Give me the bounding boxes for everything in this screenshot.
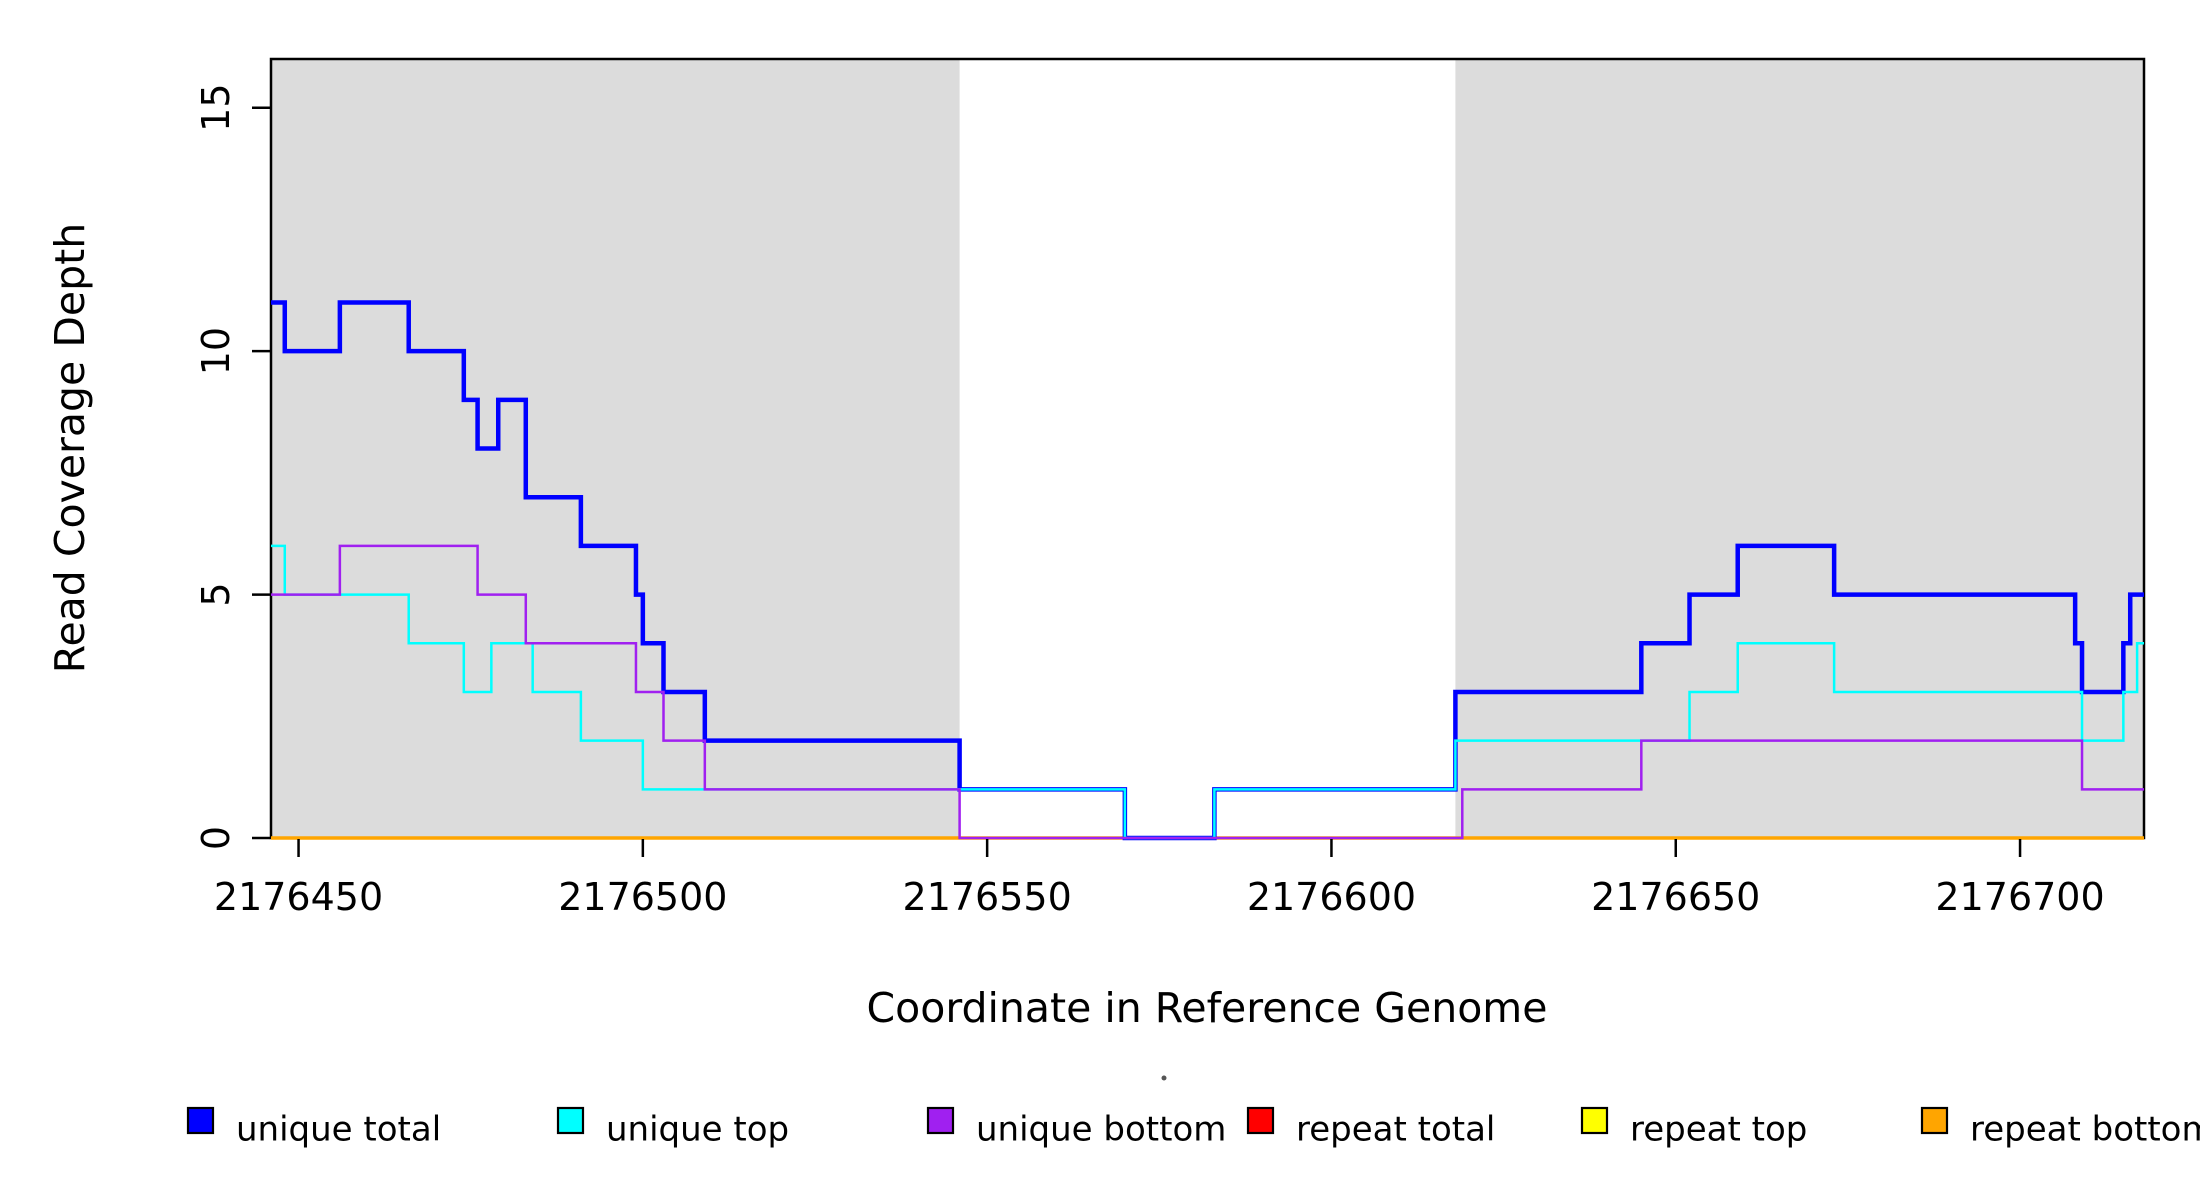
plot-area: 2176450 2176500 2176550 2176600 2176650 21767… [194, 57, 2146, 919]
y-tick-label: 15 [194, 84, 238, 132]
y-tick-label: 5 [194, 582, 238, 606]
legend-label: repeat total [1296, 1110, 1495, 1150]
y-tick-label: 10 [194, 327, 238, 375]
legend-label: unique bottom [976, 1110, 1226, 1150]
legend: unique total unique top unique bottom repea… [186, 1106, 2200, 1150]
legend-swatch [1920, 1106, 1949, 1135]
x-tick-label: 2176500 [558, 875, 727, 919]
legend-swatch [1580, 1106, 1609, 1135]
y-axis-title: Read Coverage Depth [46, 223, 94, 673]
x-tick-label: 2176450 [214, 875, 383, 919]
x-tick-label: 2176650 [1591, 875, 1760, 919]
legend-item-unique-bottom: unique bottom [926, 1106, 1226, 1150]
legend-item-unique-total: unique total [186, 1106, 441, 1150]
x-axis-title: Coordinate in Reference Genome [867, 984, 1548, 1032]
legend-item-repeat-total: repeat total [1246, 1106, 1495, 1150]
legend-item-repeat-top: repeat top [1580, 1106, 1807, 1150]
legend-label: unique total [236, 1110, 441, 1150]
x-tick-label: 2176600 [1247, 875, 1416, 919]
y-tick-label: 0 [194, 826, 238, 850]
legend-item-unique-top: unique top [556, 1106, 789, 1150]
legend-label: unique top [606, 1110, 789, 1150]
stray-dot-mark [1161, 1075, 1167, 1081]
legend-label: repeat top [1630, 1110, 1807, 1150]
series-unique-bottom [271, 544, 2144, 840]
legend-swatch [186, 1106, 215, 1135]
x-tick-label: 2176550 [903, 875, 1072, 919]
x-tick-label: 2176700 [1935, 875, 2104, 919]
legend-label: repeat bottom [1970, 1110, 2200, 1150]
legend-swatch [556, 1106, 585, 1135]
repeat-region-shading [271, 59, 960, 838]
legend-swatch [1246, 1106, 1275, 1135]
legend-item-repeat-bottom: repeat bottom [1920, 1106, 2200, 1150]
legend-swatch [926, 1106, 955, 1135]
repeat-region-shading [1455, 59, 2144, 838]
series-unique-total [271, 300, 2144, 841]
